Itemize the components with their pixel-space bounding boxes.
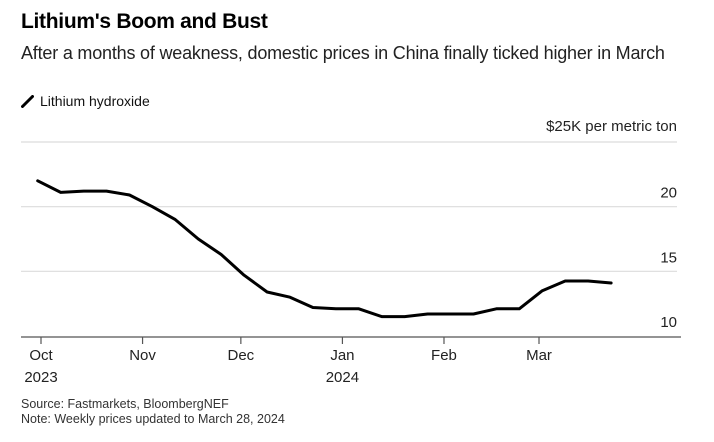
x-tick-label: Oct [29, 347, 53, 364]
legend-label: Lithium hydroxide [40, 93, 150, 109]
x-tick-year-label: 2023 [24, 369, 57, 386]
y-axis-unit-label: $25K per metric ton [546, 118, 677, 135]
x-tick-label: Feb [431, 347, 457, 364]
source-note: Source: Fastmarkets, BloombergNEF [21, 397, 229, 411]
x-tick-label: Dec [228, 347, 255, 364]
y-tick-label: 20 [660, 185, 677, 202]
line-swatch-icon [21, 94, 34, 108]
x-tick-label: Mar [526, 347, 552, 364]
x-tick-label: Jan [330, 347, 354, 364]
series-line-lithium-hydroxide [36, 179, 613, 319]
chart-title: Lithium's Boom and Bust [21, 10, 268, 33]
legend: Lithium hydroxide [21, 93, 150, 109]
footnote: Note: Weekly prices updated to March 28,… [21, 412, 285, 426]
chart-subtitle: After a months of weakness, domestic pri… [21, 43, 665, 63]
y-tick-label: 10 [660, 314, 677, 331]
y-tick-label: 15 [660, 249, 677, 266]
x-tick-year-label: 2024 [326, 369, 359, 386]
footer: Source: Fastmarkets, BloombergNEF Note: … [21, 397, 285, 427]
x-tick-label: Nov [129, 347, 156, 364]
